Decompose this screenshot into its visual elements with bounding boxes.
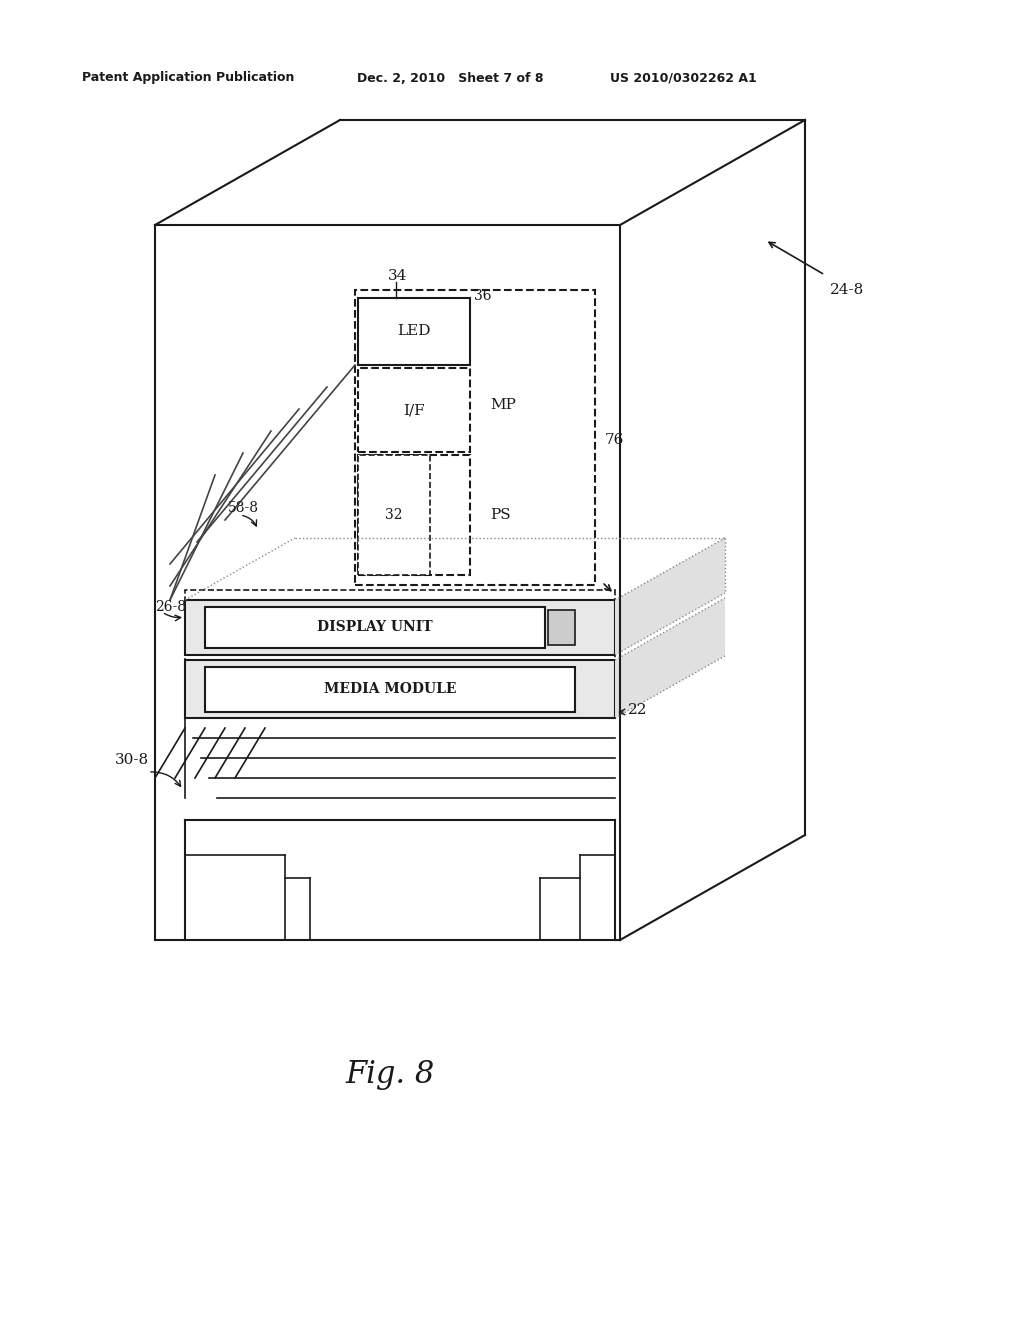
Text: 34: 34 [388,269,408,282]
Text: I/F: I/F [403,403,425,417]
Text: 30-8: 30-8 [115,752,150,767]
Bar [358,455,470,576]
Bar [358,455,430,576]
Text: US 2010/0302262 A1: US 2010/0302262 A1 [610,71,757,84]
Text: 58-8: 58-8 [228,502,259,515]
Text: 26-8: 26-8 [155,601,186,614]
Text: 24-8: 24-8 [830,282,864,297]
Text: PS: PS [490,508,511,521]
Text: Fig. 8: Fig. 8 [345,1060,434,1090]
Polygon shape [615,539,725,655]
Text: Patent Application Publication: Patent Application Publication [82,71,294,84]
Text: DISPLAY UNIT: DISPLAY UNIT [317,620,433,634]
Bar [185,601,615,655]
Text: 76: 76 [605,433,625,447]
Bar [205,667,575,711]
Text: 32: 32 [385,508,402,521]
Text: LED: LED [397,323,431,338]
Text: MP: MP [490,399,516,412]
Text: Dec. 2, 2010   Sheet 7 of 8: Dec. 2, 2010 Sheet 7 of 8 [357,71,544,84]
Polygon shape [615,598,725,718]
Bar [358,298,470,366]
Text: 36: 36 [474,289,492,304]
Bar [205,607,545,648]
Text: 22: 22 [628,704,647,717]
Bar [185,590,615,660]
Bar [355,290,595,585]
Bar [548,610,575,645]
Bar [358,368,470,451]
Bar [185,660,615,718]
Text: MEDIA MODULE: MEDIA MODULE [324,682,457,696]
